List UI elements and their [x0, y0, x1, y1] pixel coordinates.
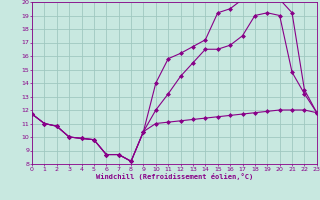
X-axis label: Windchill (Refroidissement éolien,°C): Windchill (Refroidissement éolien,°C): [96, 173, 253, 180]
